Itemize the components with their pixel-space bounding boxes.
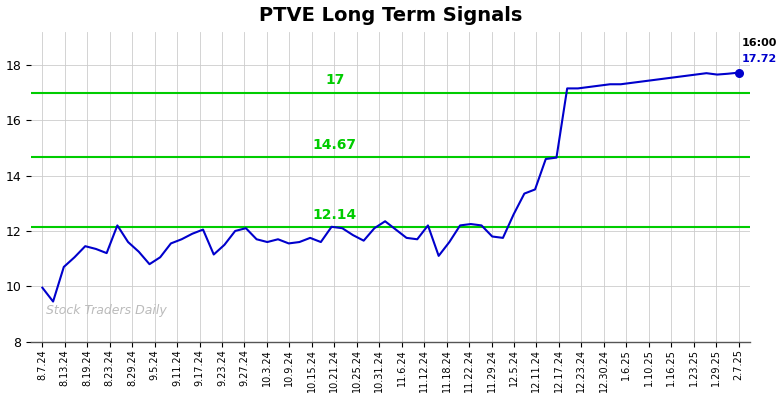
Text: 17: 17 bbox=[325, 73, 344, 87]
Point bbox=[732, 69, 745, 76]
Text: 14.67: 14.67 bbox=[313, 138, 357, 152]
Text: 16:00: 16:00 bbox=[742, 38, 777, 48]
Text: 12.14: 12.14 bbox=[313, 207, 357, 222]
Text: Stock Traders Daily: Stock Traders Daily bbox=[45, 304, 166, 317]
Text: 17.72: 17.72 bbox=[742, 54, 777, 64]
Title: PTVE Long Term Signals: PTVE Long Term Signals bbox=[259, 6, 522, 25]
